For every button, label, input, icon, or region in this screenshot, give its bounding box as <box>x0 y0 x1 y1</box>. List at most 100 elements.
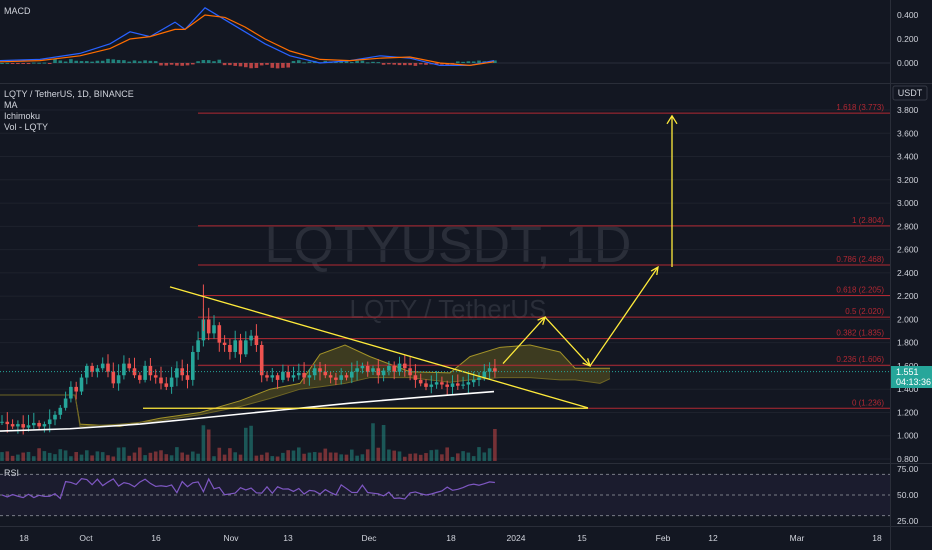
candle-body <box>286 371 290 378</box>
candle-body <box>132 368 137 376</box>
candle-body <box>418 379 423 384</box>
rsi-line <box>1 477 495 500</box>
price-tick-label: 1.400 <box>897 384 919 394</box>
fib-label: 0.236 (1.606) <box>836 355 884 364</box>
macd-histogram-bar <box>95 60 100 63</box>
price-tick-label: 1.000 <box>897 431 919 441</box>
candle-body <box>350 371 354 378</box>
last-price-tag <box>891 366 932 388</box>
candle-body <box>175 368 179 378</box>
macd-histogram-bar <box>85 61 89 63</box>
candle-body <box>90 365 94 372</box>
volume-bar <box>392 450 396 461</box>
volume-bar <box>37 448 41 461</box>
volume-bar <box>148 452 153 461</box>
candlesticks[interactable] <box>0 284 497 435</box>
candle-body <box>16 424 20 427</box>
candle-body <box>445 384 449 387</box>
macd-histogram-bar <box>334 61 338 63</box>
candle-body <box>191 351 195 380</box>
candle-body <box>275 375 280 380</box>
volume-bar <box>281 452 285 461</box>
candle-body <box>254 335 259 345</box>
time-axis[interactable]: 18 Oct 16 Nov 13 Dec 18 2024 15 Feb 12 Mar 18 <box>19 533 882 543</box>
macd-histogram-bar <box>307 61 312 63</box>
macd-histogram-bar <box>159 63 163 66</box>
volume-bar <box>42 451 47 461</box>
volume-bar <box>350 449 354 461</box>
volume-bar <box>355 455 359 461</box>
price-axis[interactable]: 0.800 1.000 1.200 1.400 1.600 1.800 2.000 2.200… <box>897 10 919 526</box>
macd-histogram-bar <box>69 59 73 63</box>
candle-body <box>424 383 428 387</box>
candle-body <box>328 375 333 378</box>
senkou-span-b <box>0 377 611 427</box>
volume-bar <box>63 450 68 461</box>
volume-bar <box>95 451 100 461</box>
candle-body <box>53 414 57 420</box>
candle-body <box>164 383 169 387</box>
trend-drawings[interactable] <box>0 114 890 409</box>
time-tick-label: 16 <box>151 533 161 543</box>
volume-bar <box>471 456 476 461</box>
macd-histogram-bar <box>254 63 259 68</box>
volume-bar <box>286 450 290 461</box>
time-tick-label: 18 <box>19 533 29 543</box>
currency-badge[interactable] <box>892 85 928 101</box>
candle-body <box>344 375 349 378</box>
volume-bar <box>32 456 36 461</box>
candle-body <box>228 344 232 352</box>
candle-body <box>429 384 434 387</box>
candle-body <box>461 384 465 386</box>
macd-histogram-bar <box>355 60 359 63</box>
indicator-label-ma[interactable]: MA <box>4 100 18 110</box>
macd-histogram-bar <box>477 60 481 63</box>
candle-body <box>5 421 10 425</box>
volume-bar <box>132 452 137 461</box>
macd-histogram-bar <box>387 63 391 65</box>
projection-segment <box>544 316 591 367</box>
volume-bar <box>291 450 296 461</box>
candle-body <box>47 419 52 425</box>
volume-bar <box>238 454 243 461</box>
candle-body <box>482 371 487 378</box>
time-tick-label: 12 <box>708 533 718 543</box>
candle-body <box>69 386 73 399</box>
last-price-countdown: 04:13:36 <box>896 377 931 387</box>
macd-histogram-bar <box>106 58 110 63</box>
candle-body <box>371 368 375 372</box>
candle-body <box>249 335 253 341</box>
price-tick-label: 0.800 <box>897 454 919 464</box>
projection-arrowhead <box>650 265 659 276</box>
candle-body <box>153 375 158 378</box>
candle-body <box>42 424 47 427</box>
candle-body <box>185 375 190 380</box>
volume-bar <box>21 452 25 461</box>
candle-body <box>148 365 153 376</box>
currency-label: USDT <box>898 88 923 98</box>
indicator-label-volume[interactable]: Vol - LQTY <box>4 122 48 132</box>
candle-body <box>397 363 402 372</box>
volume-bar <box>397 451 402 461</box>
time-tick-label: Nov <box>223 533 239 543</box>
fib-label: 0.618 (2.205) <box>836 286 884 295</box>
candle-body <box>302 372 306 378</box>
candle-body <box>408 368 412 376</box>
volume-bar <box>175 447 179 461</box>
indicator-label-ichimoku[interactable]: Ichimoku <box>4 111 40 121</box>
macd-histogram-bar <box>90 61 94 63</box>
volume-bar <box>201 425 206 461</box>
candle-body <box>21 424 25 428</box>
volume-bar <box>79 454 84 461</box>
macd-histogram-bar <box>238 63 243 67</box>
volume-bar <box>85 450 89 461</box>
price-tick-label: 3.600 <box>897 128 919 138</box>
macd-histogram-bar <box>175 63 179 66</box>
volume-bar <box>297 447 301 461</box>
macd-histogram-bar <box>344 60 349 63</box>
volume-bar <box>222 454 227 461</box>
candle-body <box>281 371 285 380</box>
volume-bar <box>164 454 169 461</box>
macd-histogram-bar <box>233 63 237 66</box>
